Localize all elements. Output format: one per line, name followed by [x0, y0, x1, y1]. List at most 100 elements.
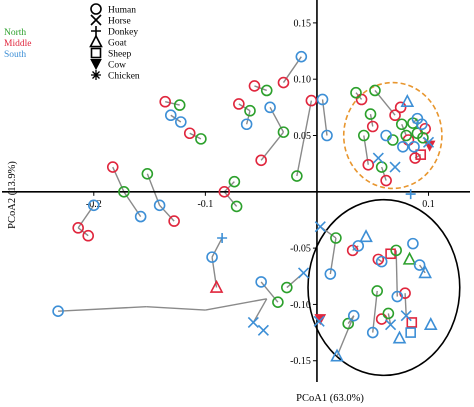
link-line — [112, 166, 125, 193]
legend-region-middle: Middle — [4, 39, 31, 49]
data-point-north — [350, 86, 362, 99]
link-line — [159, 204, 175, 222]
data-point-south — [385, 319, 397, 331]
data-point-south — [389, 161, 401, 173]
legend-marker-goat — [89, 34, 103, 48]
data-point-middle — [255, 154, 267, 167]
legend-marker-horse — [90, 14, 102, 26]
legend-label-donkey: Donkey — [108, 28, 138, 38]
data-point-south — [405, 189, 416, 200]
data-point-north — [141, 167, 154, 180]
x-tick-label: 0.1 — [422, 199, 435, 210]
link-line — [352, 245, 359, 251]
data-point-south — [257, 324, 269, 336]
data-point-north — [118, 186, 130, 198]
link-line — [205, 298, 267, 311]
data-point-north — [244, 104, 256, 117]
data-point-south — [324, 268, 337, 280]
data-point-south — [423, 316, 438, 331]
link-line — [252, 298, 268, 323]
data-point-north — [330, 232, 342, 244]
legend-label-sheep: Sheep — [108, 50, 131, 60]
link-line — [223, 181, 235, 193]
data-point-south — [405, 327, 416, 338]
data-point-middle — [168, 215, 180, 227]
data-point-middle — [380, 174, 392, 187]
link-line — [329, 237, 337, 275]
data-point-middle — [355, 93, 368, 106]
x-tick-label: -0.1 — [197, 199, 213, 210]
data-point-south — [175, 116, 187, 128]
y-tick-label: 0.10 — [293, 75, 311, 86]
group-ellipse — [342, 81, 443, 190]
link-line — [238, 103, 251, 112]
data-point-south — [316, 93, 329, 106]
link-line — [369, 113, 374, 127]
legend-label-cow: Cow — [108, 61, 126, 71]
link-line — [170, 114, 182, 123]
data-point-middle — [82, 229, 95, 242]
legend-marker-chicken — [91, 70, 101, 80]
data-point-middle — [389, 109, 401, 122]
data-point-south — [400, 93, 415, 108]
data-point-north — [291, 170, 303, 182]
data-point-south — [418, 265, 433, 279]
data-point-middle — [362, 158, 375, 171]
y-tick-label: -0.10 — [290, 300, 311, 311]
data-point-middle — [218, 186, 231, 198]
data-point-south — [240, 118, 253, 131]
group-ellipse — [307, 198, 461, 377]
data-point-south — [400, 310, 412, 322]
legend-label-horse: Horse — [108, 17, 131, 27]
data-point-middle — [106, 161, 119, 173]
x-axis-title: PCoA1 (63.0%) — [296, 393, 364, 404]
data-point-south — [392, 330, 407, 344]
data-point-middle — [209, 279, 224, 293]
data-point-south — [366, 326, 379, 339]
data-point-middle — [366, 120, 379, 133]
legend-region-north: North — [4, 28, 26, 38]
link-line — [77, 227, 89, 237]
data-point-south — [352, 240, 365, 252]
data-point-north — [228, 175, 241, 188]
data-point-north — [382, 307, 395, 320]
link-line — [245, 110, 251, 125]
data-point-north — [402, 251, 417, 265]
group-ellipses — [307, 81, 461, 377]
data-point-north — [272, 296, 284, 308]
data-point-north — [395, 118, 408, 131]
data-point-middle — [409, 152, 421, 164]
data-point-middle — [277, 76, 290, 89]
data-point-north — [173, 99, 186, 111]
data-point-north — [260, 84, 273, 97]
y-axis-title: PCoA2 (13.9%) — [7, 161, 18, 229]
data-point-south — [206, 251, 218, 263]
link-line — [165, 101, 180, 106]
link-line — [395, 250, 398, 297]
data-point-south — [87, 199, 100, 212]
data-point-south — [422, 136, 435, 148]
legend-label-chicken: Chicken — [108, 72, 140, 82]
link-line — [211, 237, 223, 258]
data-point-middle — [406, 317, 418, 328]
data-point-south — [347, 309, 360, 322]
legend-label-human: Human — [108, 6, 136, 16]
legend-region-south: South — [4, 50, 26, 60]
data-point-north — [230, 200, 243, 213]
data-point-south — [408, 140, 420, 153]
link-line — [260, 131, 285, 161]
data-point-south — [314, 221, 326, 233]
data-point-middle — [375, 313, 388, 325]
y-tick-label: 0.05 — [293, 131, 311, 142]
link-line — [189, 132, 202, 140]
legend-marker-sheep — [90, 47, 102, 59]
data-point-north — [281, 281, 293, 294]
data-point-south — [391, 290, 404, 303]
link-line — [254, 85, 267, 92]
link-line — [401, 123, 407, 136]
data-point-north — [400, 129, 413, 142]
link-line — [58, 305, 147, 312]
y-tick-label: -0.05 — [290, 244, 311, 255]
data-point-south — [255, 276, 267, 288]
